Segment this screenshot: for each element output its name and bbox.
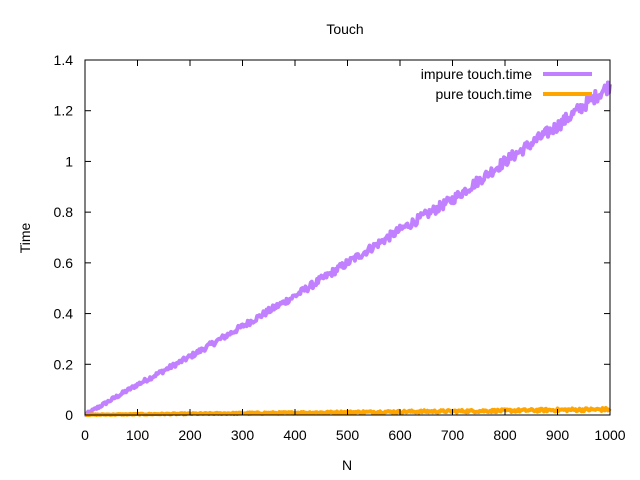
series-line-0 [84,80,612,417]
x-tick-label: 100 [126,427,150,443]
y-tick-label: 1.4 [54,52,74,68]
y-tick-label: 1.2 [54,103,74,119]
x-tick-label: 700 [441,427,465,443]
x-tick-label: 500 [336,427,360,443]
y-tick-label: 0.8 [54,204,74,220]
x-tick-label: 0 [81,427,89,443]
x-tick-label: 400 [283,427,307,443]
x-tick-label: 300 [231,427,255,443]
y-axis-label: Time [17,222,33,253]
legend: impure touch.time pure touch.time [421,66,592,102]
y-tick-label: 0.2 [54,356,74,372]
legend-label: impure touch.time [421,66,532,82]
x-tick-label: 900 [546,427,570,443]
legend-label: pure touch.time [436,86,533,102]
y-tick-label: 0.6 [54,255,74,271]
x-tick-label: 600 [388,427,412,443]
x-tick-label: 200 [178,427,202,443]
x-axis-label: N [342,457,352,473]
chart-title: Touch [326,21,363,37]
plot-frame [84,59,611,416]
y-tick-label: 1 [65,153,73,169]
ticks-layer: 0 100 200 300 400 500 600 700 800 900 1000 0 0.2 0.4 0… [54,52,626,443]
x-tick-label: 800 [493,427,517,443]
y-tick-label: 0 [65,407,73,423]
series-layer [84,80,612,417]
y-tick-label: 0.4 [54,306,74,322]
x-tick-label: 1000 [594,427,625,443]
